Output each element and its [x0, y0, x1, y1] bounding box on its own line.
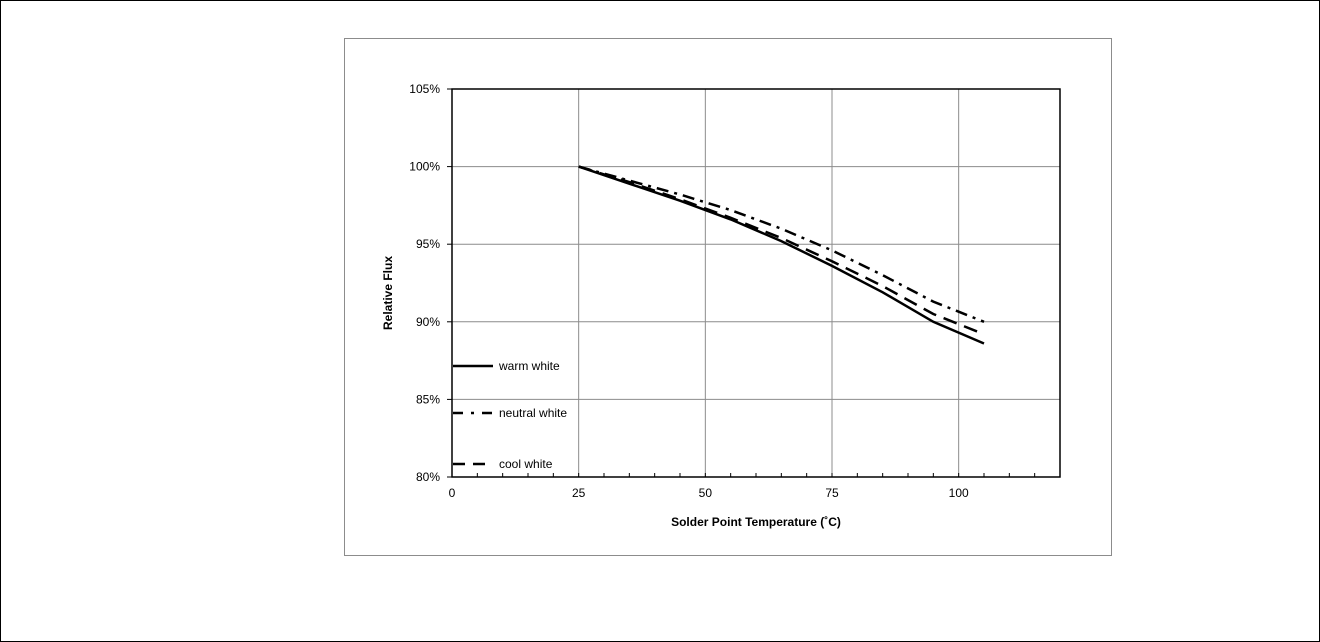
legend-label: warm white — [498, 359, 560, 373]
legend: warm white neutral white cool white — [453, 359, 567, 471]
x-tick-label: 100 — [949, 486, 969, 500]
x-axis-label: Solder Point Temperature (˚C) — [671, 515, 841, 529]
y-tick-label: 105% — [409, 82, 440, 96]
y-tick-label: 95% — [416, 237, 440, 251]
legend-label: cool white — [499, 457, 553, 471]
chart-frame — [344, 38, 1112, 556]
y-axis-label: Relative Flux — [381, 256, 395, 330]
y-tick-labels: 80% 85% 90% 95% 100% 105% — [409, 82, 440, 484]
y-tick-label: 85% — [416, 392, 440, 406]
series-line-cool-white — [578, 165, 985, 336]
x-tick-label: 25 — [572, 486, 586, 500]
series-lines — [578, 165, 985, 345]
grid-lines — [452, 89, 1060, 477]
x-tick-label: 0 — [449, 486, 456, 500]
legend-label: neutral white — [499, 406, 567, 420]
tick-marks — [447, 88, 1061, 478]
y-tick-label: 90% — [416, 315, 440, 329]
y-tick-label: 80% — [416, 470, 440, 484]
series-line-warm-white — [578, 165, 985, 345]
x-tick-label: 75 — [825, 486, 839, 500]
series-line-neutral-white — [578, 165, 985, 323]
x-tick-labels: 0 25 50 75 100 — [449, 486, 969, 500]
y-tick-label: 100% — [409, 160, 440, 174]
x-tick-label: 50 — [699, 486, 713, 500]
